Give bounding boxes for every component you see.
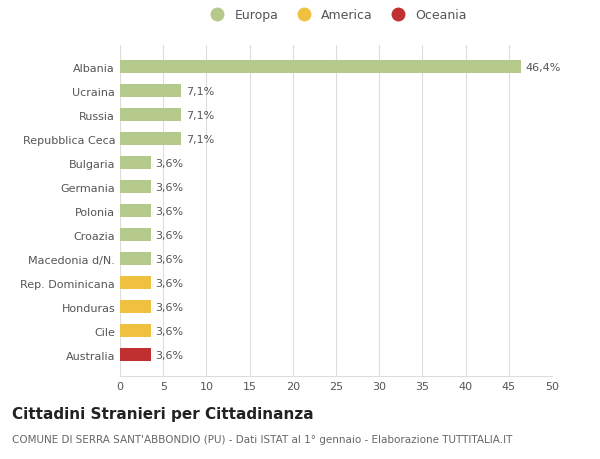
Bar <box>120 61 521 74</box>
Bar <box>120 157 151 170</box>
Text: 46,4%: 46,4% <box>525 62 560 73</box>
Bar <box>120 181 151 194</box>
Text: 3,6%: 3,6% <box>155 350 184 360</box>
Text: 7,1%: 7,1% <box>185 86 214 96</box>
Text: 7,1%: 7,1% <box>185 134 214 144</box>
Bar <box>120 85 181 98</box>
Bar <box>120 276 151 290</box>
Text: COMUNE DI SERRA SANT'ABBONDIO (PU) - Dati ISTAT al 1° gennaio - Elaborazione TUT: COMUNE DI SERRA SANT'ABBONDIO (PU) - Dat… <box>12 434 512 444</box>
Bar <box>120 324 151 337</box>
Bar <box>120 348 151 361</box>
Text: 3,6%: 3,6% <box>155 182 184 192</box>
Text: Cittadini Stranieri per Cittadinanza: Cittadini Stranieri per Cittadinanza <box>12 406 314 421</box>
Bar <box>120 229 151 241</box>
Text: 3,6%: 3,6% <box>155 158 184 168</box>
Bar <box>120 133 181 146</box>
Text: 3,6%: 3,6% <box>155 278 184 288</box>
Text: 3,6%: 3,6% <box>155 206 184 216</box>
Bar <box>120 205 151 218</box>
Bar <box>120 109 181 122</box>
Bar <box>120 300 151 313</box>
Bar <box>120 252 151 266</box>
Text: 3,6%: 3,6% <box>155 230 184 240</box>
Text: 7,1%: 7,1% <box>185 111 214 120</box>
Text: 3,6%: 3,6% <box>155 326 184 336</box>
Text: 3,6%: 3,6% <box>155 302 184 312</box>
Legend: Europa, America, Oceania: Europa, America, Oceania <box>205 9 467 22</box>
Text: 3,6%: 3,6% <box>155 254 184 264</box>
